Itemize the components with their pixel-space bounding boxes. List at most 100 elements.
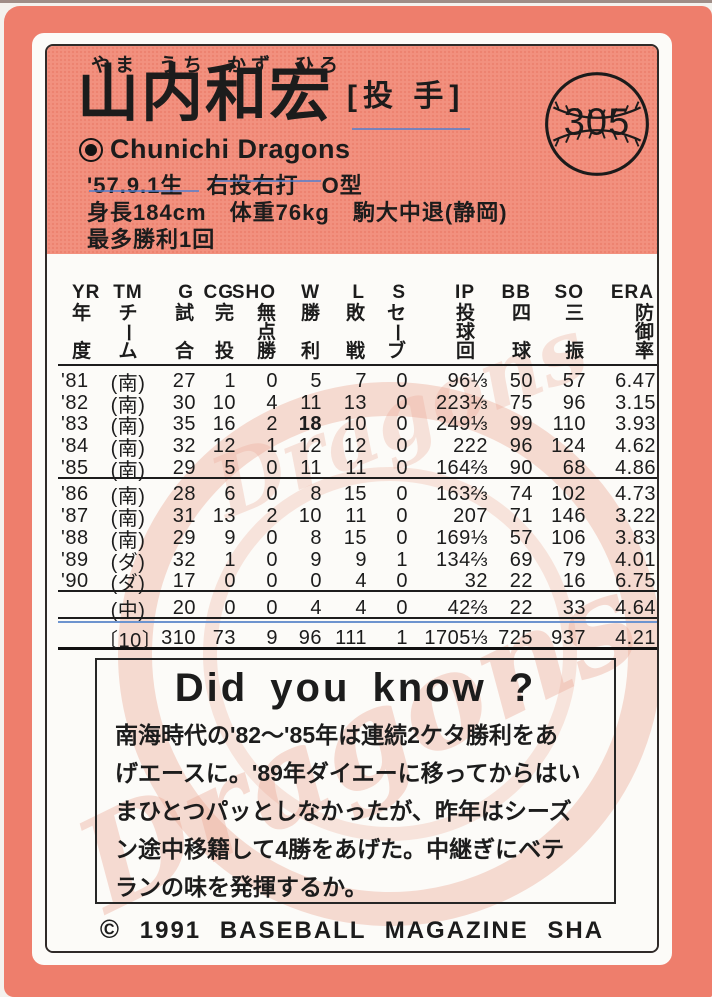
stats-row-'90: '90 (ダ) 17 0 0 0 4 0 32 22 16 6.75 (58, 567, 657, 595)
stats-cell: 2 (266, 505, 278, 528)
stats-cell: 75 (509, 391, 533, 414)
stats-cell: 124 (551, 435, 586, 458)
stats-cell: (南) (110, 373, 146, 395)
col-header-sho: SHO 無点勝 (231, 282, 276, 362)
table-divider (58, 620, 657, 623)
stats-cell: 0 (224, 596, 236, 619)
stats-cell: 1 (266, 435, 278, 458)
stats-cell: 0 (266, 570, 278, 593)
stats-cell: 1 (224, 370, 236, 392)
stats-cell: 0 (266, 483, 278, 506)
stats-cell: 0 (266, 456, 278, 479)
stats-cell: 12 (298, 435, 322, 458)
team-bullet-icon (79, 137, 103, 162)
stats-cell: 22 (509, 570, 533, 593)
stats-cell: 0 (396, 483, 408, 506)
did-you-know-line: 南海時代の'82～'85年は連続2ケタ勝利をあ (115, 722, 558, 748)
stats-cell: (南) (110, 416, 146, 439)
did-you-know-text: 南海時代の'82～'85年は連続2ケタ勝利をあ げエースに。'89年ダイエーに移っ… (115, 716, 598, 902)
position-label: [投 手] (347, 80, 466, 113)
stats-cell: 0 (396, 391, 408, 414)
col-header-bb: BB 四球 (501, 282, 531, 362)
table-divider (58, 476, 657, 479)
player-name: 山内和宏 (77, 60, 334, 129)
stats-row-'88: '88 (南) 29 9 0 8 15 0 169⅓ 57 106 3.83 (58, 524, 657, 552)
stats-cell: 2 (266, 413, 278, 436)
stats-cell: '88 (61, 526, 89, 549)
stats-row-'83: '83 (南) 35 16 2 18 10 0 249⅓ 99 110 3.93 (58, 410, 657, 438)
stats-section: Dragons Dragons YR 年度 TM チーム G 試合 CG 完投 SHO 無点勝 W 勝… (47, 254, 657, 951)
stats-cell: 4.62 (615, 435, 656, 458)
stats-cell: 50 (509, 370, 533, 392)
did-you-know-line: げエースに。'89年ダイエーに移ってからはい (115, 760, 581, 786)
stats-cell: 0 (396, 456, 408, 479)
stats-cell: 30 (172, 391, 196, 414)
stats-cell: 0 (224, 570, 236, 593)
col-header-yr: YR 年度 (72, 282, 101, 362)
table-divider (58, 647, 657, 651)
card-white-frame: やま うち かず ひろ 山内和宏 [投 手] Chunichi Dragons '57.… (32, 33, 672, 965)
table-divider (58, 617, 657, 620)
stats-cell: 20 (172, 596, 196, 619)
did-you-know-line: ン途中移籍して4勝をあげた。中継ぎにベテ (115, 836, 565, 862)
stats-cell: 4.86 (615, 456, 656, 479)
stats-cell: 223⅓ (435, 391, 488, 414)
print-artifact-line (215, 180, 321, 182)
stats-cell: 0 (266, 596, 278, 619)
stats-cell: 8 (310, 483, 322, 506)
stats-cell: '83 (61, 413, 89, 436)
table-divider (58, 363, 657, 366)
stats-cell: 6.47 (615, 370, 656, 392)
stats-cell: 3.22 (615, 505, 656, 528)
stats-cell: 57 (509, 526, 533, 549)
stats-cell: 32 (172, 548, 196, 571)
stats-row-'89: '89 (ダ) 32 1 0 9 9 1 134⅔ 69 79 4.01 (58, 546, 657, 574)
stats-row-'87: '87 (南) 31 13 2 10 11 0 207 71 146 3.22 (58, 502, 657, 530)
stats-cell: 110 (552, 413, 586, 436)
stats-cell: 0 (266, 526, 278, 549)
stats-cell: 74 (509, 483, 533, 506)
stats-cell: 27 (172, 370, 196, 392)
furigana-char: ひろ (294, 55, 343, 76)
stats-cell: (南) (110, 529, 146, 552)
stats-cell: 10 (343, 413, 367, 436)
stats-cell: 0 (396, 505, 408, 528)
stats-cell: 96 (509, 435, 533, 458)
stats-cell: 96⅓ (447, 370, 488, 392)
stats-cell: 11 (345, 456, 367, 479)
stats-cell: 207 (453, 505, 488, 528)
stats-cell: 310 (161, 627, 196, 650)
stats-cell: 16 (562, 570, 586, 593)
furigana-char: うち (158, 55, 207, 76)
stats-cell: 12 (343, 435, 367, 458)
stats-cell: 96 (562, 391, 586, 414)
header-section: やま うち かず ひろ 山内和宏 [投 手] Chunichi Dragons '57.… (47, 46, 657, 254)
stats-cell: 9 (310, 548, 322, 571)
stats-cell: 111 (335, 627, 367, 650)
stats-cell: 32 (464, 570, 488, 593)
stats-cell: '90 (61, 570, 89, 593)
stats-cell: 0 (396, 596, 408, 619)
stats-cell: 71 (509, 505, 533, 528)
stats-cell: 0 (396, 413, 408, 436)
stats-cell: (南) (110, 486, 146, 509)
stats-cell: 6 (224, 483, 236, 506)
table-divider (58, 590, 657, 593)
stats-cell: 0 (310, 570, 322, 593)
stats-row-'81: '81 (南) 27 1 0 5 7 0 96⅓ 50 57 6.47 (58, 367, 657, 395)
col-header-tm: TM チーム (113, 282, 143, 362)
stats-cell: (南) (110, 459, 146, 482)
team-name: Chunichi Dragons (110, 134, 351, 164)
col-header-cg: CG 完投 (203, 282, 235, 362)
stats-cell: 4.64 (615, 596, 656, 619)
stats-cell: 18 (298, 413, 322, 436)
stats-cell: 3.83 (615, 526, 656, 549)
stats-cell: 169⅓ (435, 526, 488, 549)
stats-cell: 4.73 (615, 483, 656, 506)
stats-row-'85: '85 (南) 29 5 0 11 11 0 164⅔ 90 68 4.86 (58, 454, 657, 482)
stats-cell: 222 (453, 435, 488, 458)
stats-cell: (ダ) (110, 573, 146, 596)
stats-cell: 11 (300, 456, 322, 479)
stats-cell: '86 (61, 483, 89, 506)
